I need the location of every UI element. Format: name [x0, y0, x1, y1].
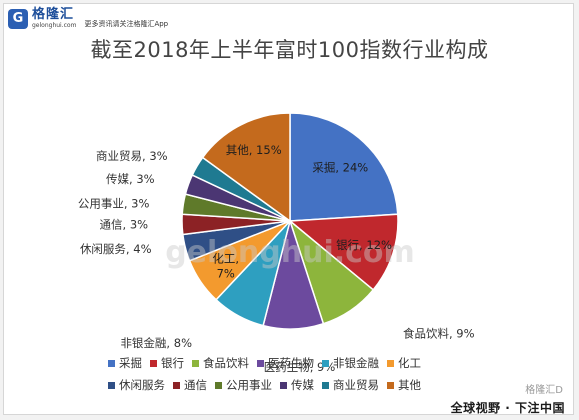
legend-swatch-icon	[108, 381, 115, 389]
slice-label-8: 通信, 3%	[100, 218, 149, 232]
legend-label: 公用事业	[226, 378, 272, 392]
legend-label: 传媒	[291, 378, 314, 392]
legend-swatch-icon	[150, 359, 157, 367]
slice-label-9: 公用事业, 3%	[78, 197, 150, 211]
legend-swatch-icon	[322, 359, 329, 367]
legend-row-1: 采掘 银行 食品饮料 医药生物 非银金融 化工	[108, 352, 488, 374]
pie-labels: 采掘, 24% 银行, 12% 食品饮料, 9% 医药生物, 9% 非银金融, 8% 化工…	[78, 143, 475, 374]
legend-item: 化工	[387, 355, 421, 371]
legend-item: 传媒	[280, 377, 314, 393]
legend-swatch-icon	[322, 381, 329, 389]
slice-label-6: 化工, 7%	[212, 252, 239, 281]
legend-swatch-icon	[108, 359, 115, 367]
legend-item: 食品饮料	[192, 355, 249, 371]
legend-label: 采掘	[119, 356, 142, 370]
slice-label-7: 休闲服务, 4%	[80, 242, 152, 256]
slice-label-5: 非银金融, 8%	[120, 336, 192, 350]
legend-swatch-icon	[173, 381, 180, 389]
legend-item: 公用事业	[215, 377, 272, 393]
legend-swatch-icon	[215, 381, 222, 389]
watermark-corner: 格隆汇D	[525, 385, 563, 396]
slice-label-11: 商业贸易, 3%	[96, 149, 168, 163]
slice-label-2: 银行, 12%	[336, 238, 392, 252]
legend-label: 化工	[398, 356, 421, 370]
legend-label: 其他	[398, 378, 421, 392]
legend-label: 商业贸易	[333, 378, 379, 392]
slice-label-1: 采掘, 24%	[312, 161, 368, 175]
legend-label: 银行	[161, 356, 184, 370]
legend-item: 休闲服务	[108, 377, 165, 393]
legend-swatch-icon	[257, 359, 264, 367]
logo-mark-icon: G	[8, 9, 28, 29]
logo-name: 格隆汇	[32, 7, 75, 22]
slice-label-4: 医药生物, 9%	[264, 360, 336, 374]
slice-label-10: 传媒, 3%	[106, 172, 155, 186]
footer-slogan: 全球视野 · 下注中国	[450, 401, 565, 415]
legend-item: 非银金融	[322, 355, 379, 371]
watermark-text: gelonghui.com	[165, 235, 415, 270]
pie-slice-1	[289, 112, 399, 222]
chart-title: 截至2018年上半年富时100指数行业构成	[90, 38, 489, 62]
legend-swatch-icon	[387, 359, 394, 367]
legend-swatch-icon	[192, 359, 199, 367]
legend-label: 医药生物	[268, 356, 314, 370]
logo-text: 格隆汇 gelonghui.com	[32, 8, 76, 30]
brand-logo: G 格隆汇 gelonghui.com 更多资讯请关注格隆汇App	[8, 6, 168, 32]
legend-item: 商业贸易	[322, 377, 379, 393]
legend-swatch-icon	[387, 381, 394, 389]
legend-row-2: 休闲服务 通信 公用事业 传媒 商业贸易 其他	[108, 374, 488, 396]
legend-item: 通信	[173, 377, 207, 393]
logo-url: gelonghui.com	[32, 22, 77, 29]
legend-label: 非银金融	[333, 356, 379, 370]
legend-label: 食品饮料	[203, 356, 249, 370]
legend-item: 采掘	[108, 355, 142, 371]
logo-slogan: 更多资讯请关注格隆汇App	[84, 20, 169, 28]
pie-slice-2	[288, 213, 399, 291]
legend-label: 通信	[184, 378, 207, 392]
legend-item: 银行	[150, 355, 184, 371]
chart-legend: 采掘 银行 食品饮料 医药生物 非银金融 化工休闲服务 通信 公用事业 传媒 商业贸易 其他	[108, 352, 488, 396]
legend-item: 医药生物	[257, 355, 314, 371]
pie-slices	[181, 112, 399, 330]
legend-swatch-icon	[280, 381, 287, 389]
pie-slice-12	[201, 112, 291, 223]
legend-item: 其他	[387, 377, 421, 393]
legend-label: 休闲服务	[119, 378, 165, 392]
slice-label-12: 其他, 15%	[226, 143, 282, 157]
slice-label-3: 食品饮料, 9%	[403, 327, 475, 341]
